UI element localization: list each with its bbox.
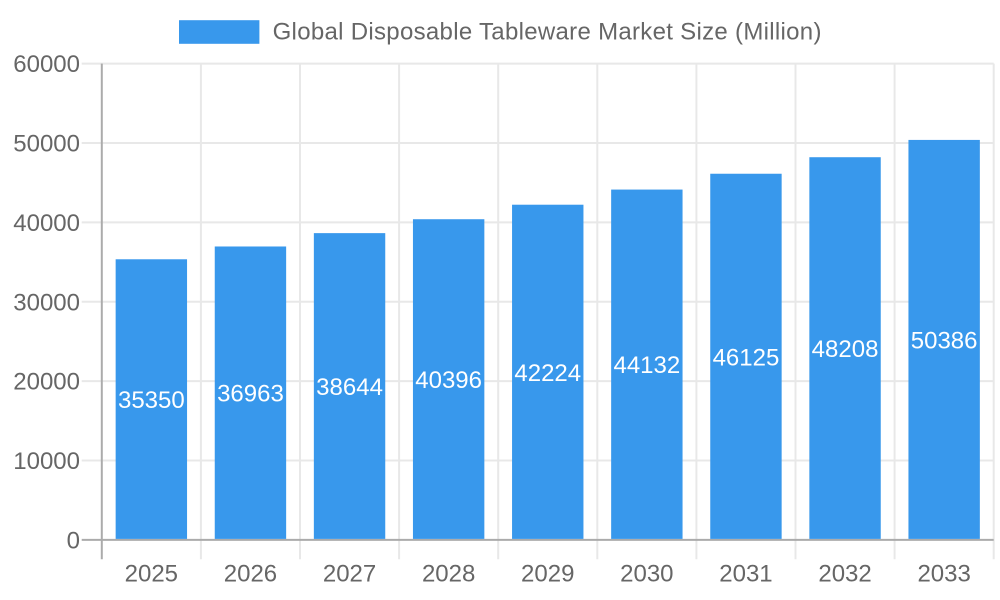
svg-text:2028: 2028 bbox=[422, 561, 475, 588]
svg-text:20000: 20000 bbox=[13, 369, 80, 396]
svg-text:2025: 2025 bbox=[125, 561, 178, 588]
svg-text:Global Disposable Tableware Ma: Global Disposable Tableware Market Size … bbox=[273, 18, 822, 45]
svg-text:10000: 10000 bbox=[13, 448, 80, 475]
svg-text:2033: 2033 bbox=[917, 561, 970, 588]
svg-text:46125: 46125 bbox=[713, 344, 780, 371]
svg-text:48208: 48208 bbox=[812, 336, 879, 363]
svg-text:36963: 36963 bbox=[217, 381, 284, 408]
svg-text:30000: 30000 bbox=[13, 289, 80, 316]
svg-text:35350: 35350 bbox=[118, 387, 185, 414]
svg-text:2029: 2029 bbox=[521, 561, 574, 588]
svg-text:44132: 44132 bbox=[613, 352, 680, 379]
svg-text:50386: 50386 bbox=[911, 327, 978, 354]
svg-text:2031: 2031 bbox=[719, 561, 772, 588]
svg-text:38644: 38644 bbox=[316, 374, 383, 401]
svg-text:2030: 2030 bbox=[620, 561, 673, 588]
svg-text:0: 0 bbox=[67, 527, 80, 554]
svg-text:50000: 50000 bbox=[13, 130, 80, 157]
svg-text:2032: 2032 bbox=[818, 561, 871, 588]
svg-text:42224: 42224 bbox=[514, 360, 581, 387]
svg-text:2026: 2026 bbox=[224, 561, 277, 588]
svg-text:60000: 60000 bbox=[13, 51, 80, 78]
svg-text:40000: 40000 bbox=[13, 210, 80, 237]
svg-text:2027: 2027 bbox=[323, 561, 376, 588]
svg-text:40396: 40396 bbox=[415, 367, 482, 394]
